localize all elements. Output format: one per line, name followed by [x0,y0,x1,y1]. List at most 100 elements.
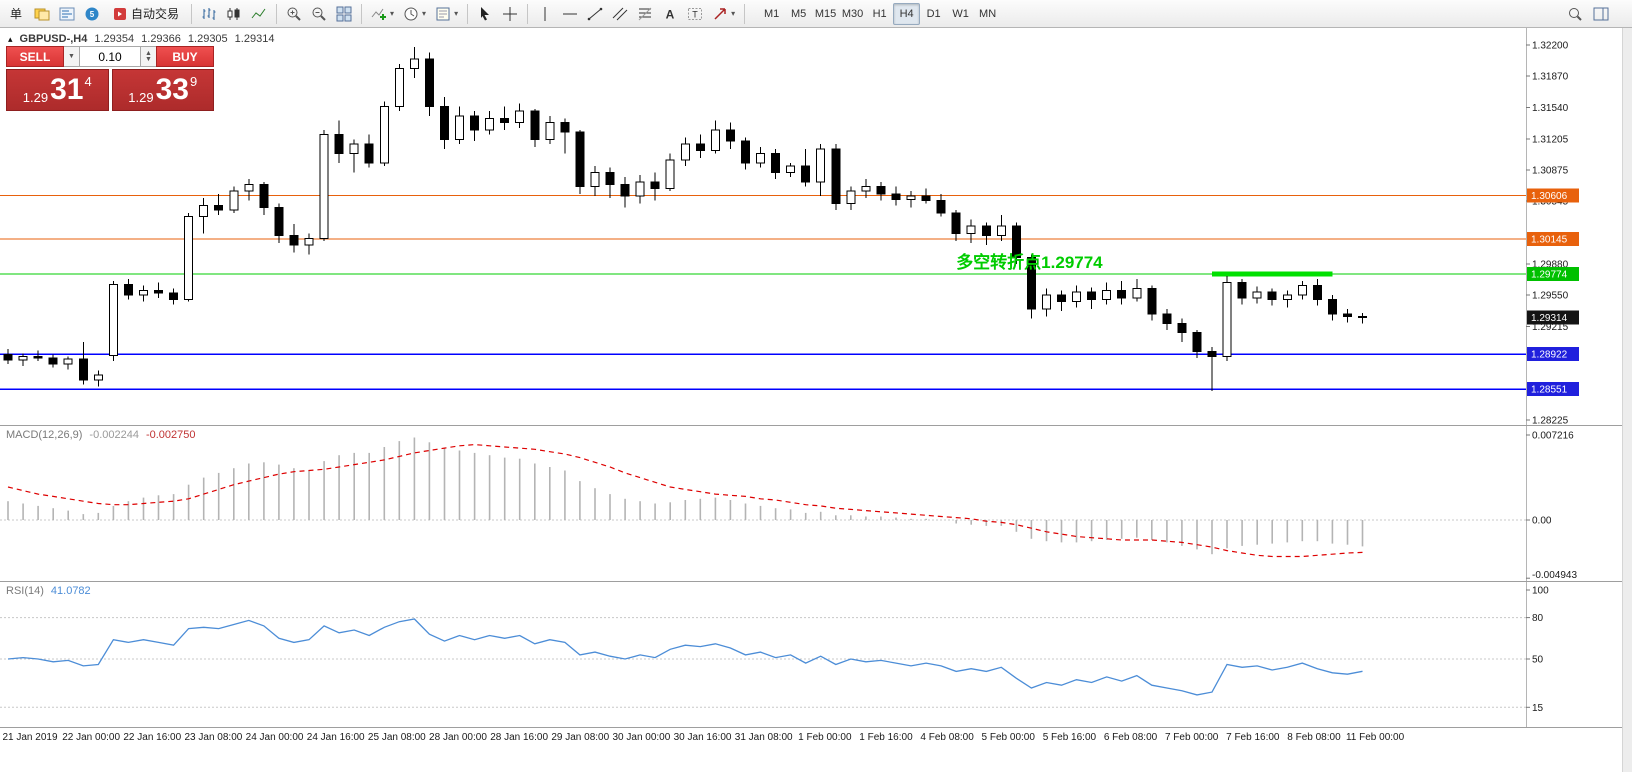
timeframe-button-mn[interactable]: MN [979,7,997,20]
templates-icon [436,7,450,20]
channel-button[interactable] [608,3,632,25]
svg-text:1.32200: 1.32200 [1532,41,1569,52]
sell-button[interactable]: SELL [6,46,64,67]
timeframe-button-m30[interactable]: M30 [841,7,864,20]
time-axis-label: 30 Jan 16:00 [673,732,732,743]
volume-input[interactable]: 0.10 [79,46,141,67]
time-axis-label: 31 Jan 08:00 [734,732,793,743]
svg-text:15: 15 [1532,703,1544,714]
timeframe-button-m1[interactable]: M1 [763,7,780,20]
time-axis-label: 1 Feb 00:00 [798,732,852,743]
sell-price-sup: 4 [84,74,92,89]
toolbar-separator [276,3,278,24]
search-button[interactable] [1563,3,1587,25]
fibonacci-icon [638,7,652,20]
buy-button[interactable]: BUY [156,46,214,67]
buy-price-big: 33 [155,73,189,106]
svg-text:1.29314: 1.29314 [1531,313,1568,324]
ohlc-bars-icon [202,7,216,20]
timeframe-button-w1[interactable]: W1 [952,7,969,20]
text-label-icon: T [688,7,703,20]
svg-text:1.29774: 1.29774 [1531,269,1568,280]
indicators-button[interactable]: ▾ [367,3,398,25]
cursor-button[interactable] [473,3,497,25]
svg-text:1.30145: 1.30145 [1531,234,1568,245]
new-order-label: 单 [10,7,23,21]
mql5-community-button[interactable]: 5 [80,3,104,25]
time-axis-label: 1 Feb 16:00 [859,732,913,743]
svg-text:1.28551: 1.28551 [1531,385,1568,396]
collapse-panel-icon[interactable]: ▴ [8,33,13,44]
fibonacci-button[interactable] [633,3,657,25]
zoom-out-button[interactable] [307,3,331,25]
trade-panel-prices: 1.29 31 4 1.29 33 9 [6,69,214,111]
timeframe-button-m5[interactable]: M5 [790,7,807,20]
candlestick-chart-button[interactable] [222,3,246,25]
price-chart-panel: 多空转折点1.29774 1.32200 1.31870 1.31540 1.31205… [0,28,1632,425]
line-chart-button[interactable] [247,3,271,25]
svg-text:1.30606: 1.30606 [1531,191,1568,202]
timeframe-button-h1[interactable]: H1 [872,7,887,20]
charts-stack-button[interactable] [30,3,54,25]
market-watch-button[interactable] [55,3,79,25]
arrows-icon [714,7,726,20]
svg-text:80: 80 [1532,613,1544,624]
horizontal-line-button[interactable] [558,3,582,25]
timeframe-button-d1[interactable]: D1 [926,7,941,20]
timeframe-button-h4[interactable]: H4 [893,2,921,25]
time-axis-label: 7 Feb 16:00 [1226,732,1280,743]
symbol-name: GBPUSD-,H4 [19,33,88,45]
time-axis-label: 30 Jan 00:00 [612,732,671,743]
text-label-button[interactable]: T [683,3,707,25]
symbol-info: ▴ GBPUSD-,H4 1.29354 1.29366 1.29305 1.2… [8,33,274,45]
timeframe-group: M1 M5 M15 M30 H1 H4 D1 W1 MN [758,2,1001,25]
volume-spinner[interactable]: ▲ ▼ [141,46,156,67]
time-axis-label: 28 Jan 00:00 [429,732,487,743]
sell-price-big: 31 [50,73,84,106]
toolbar-separator [744,3,746,24]
toolbar-separator [467,3,469,24]
sell-price[interactable]: 1.29 31 4 [6,69,109,111]
timeframe-button-m15[interactable]: M15 [814,7,837,20]
time-axis[interactable]: 21 Jan 2019 22 Jan 00:00 22 Jan 16:00 23 Ja… [0,727,1632,747]
tile-windows-button[interactable] [332,3,356,25]
svg-text:1.31540: 1.31540 [1532,103,1569,114]
macd-chart[interactable]: 0.007216 0.00 -0.004943 [0,426,1632,581]
chart-shift-button[interactable] [1589,3,1613,25]
templates-button[interactable]: ▾ [431,3,462,25]
autotrading-button[interactable]: 自动交易 [105,3,186,25]
time-axis-label: 28 Jan 16:00 [490,732,549,743]
volume-dropdown[interactable]: ▼ [64,46,79,67]
zoom-in-button[interactable] [282,3,306,25]
price-chart[interactable]: 多空转折点1.29774 1.32200 1.31870 1.31540 1.31205… [0,28,1632,425]
periods-button[interactable]: ▾ [399,3,430,25]
rsi-label-row: RSI(14) 41.0782 [6,585,91,597]
svg-text:A: A [666,7,675,21]
time-axis-label: 23 Jan 08:00 [184,732,243,743]
svg-text:5: 5 [90,10,95,19]
svg-text:多空转折点1.29774: 多空转折点1.29774 [956,252,1103,272]
chart-shift-icon [1593,7,1609,20]
time-axis-label: 25 Jan 08:00 [367,732,426,743]
chevron-down-icon: ▾ [422,8,427,18]
ohlc-close: 1.29314 [234,33,275,45]
buy-price[interactable]: 1.29 33 9 [111,69,214,111]
chevron-down-icon: ▾ [454,8,459,18]
vertical-line-button[interactable] [533,3,557,25]
chevron-down-icon: ▾ [731,8,736,18]
text-button[interactable]: A [658,3,682,25]
text-icon: A [666,7,675,21]
ohlc-low: 1.29305 [187,33,228,45]
arrows-button[interactable]: ▾ [708,3,739,25]
time-axis-label: 7 Feb 00:00 [1164,732,1219,743]
rsi-chart[interactable]: 100 80 50 15 [0,582,1632,727]
tile-windows-icon [336,6,352,21]
ohlc-bars-button[interactable] [197,3,221,25]
cursor-icon [481,6,490,20]
trendline-button[interactable] [583,3,607,25]
vertical-scrollbar[interactable] [1622,28,1632,772]
crosshair-button[interactable] [498,3,522,25]
svg-text:1.30875: 1.30875 [1532,166,1569,177]
autotrading-icon [114,7,127,20]
new-order-button[interactable]: 单 [3,3,29,25]
